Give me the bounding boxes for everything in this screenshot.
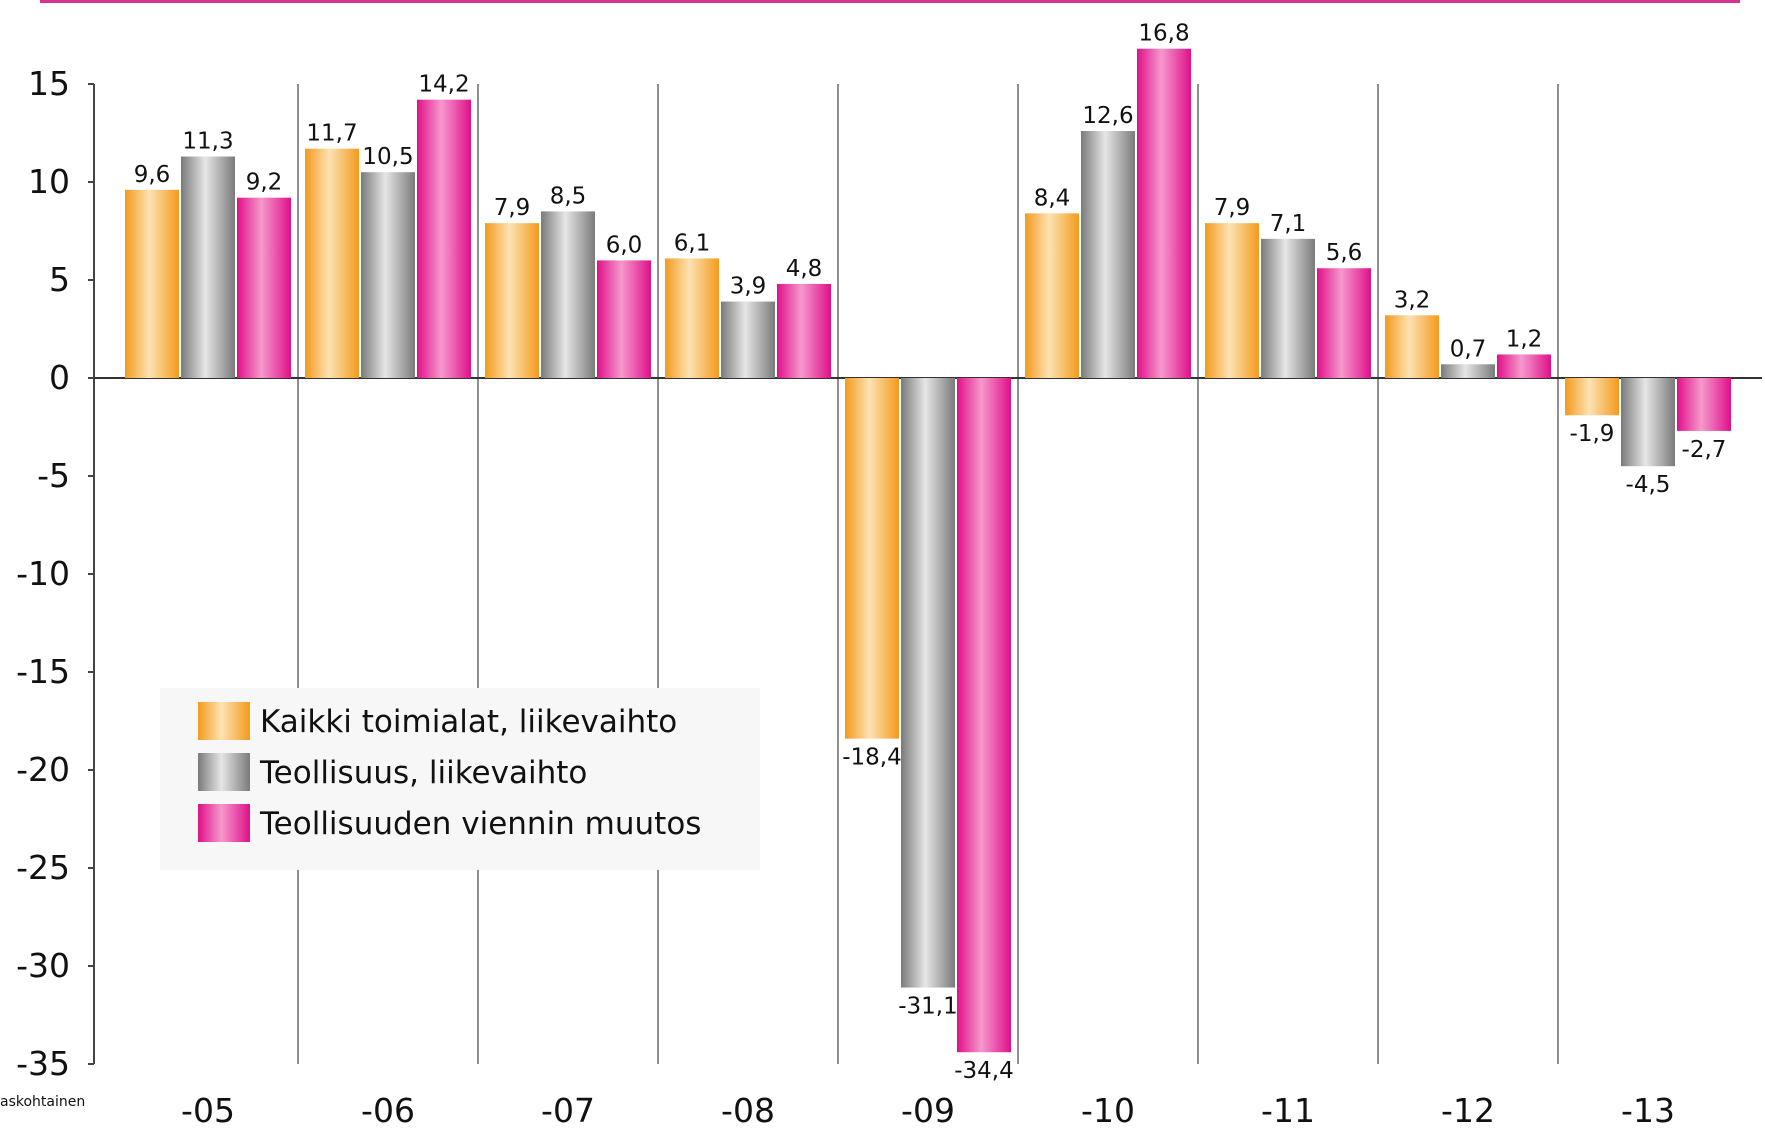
x-tick-label: -11: [1261, 1091, 1315, 1129]
y-tick-label: 0: [49, 358, 70, 397]
legend-swatch-0: [198, 702, 250, 740]
footnote: askohtainen: [0, 1094, 85, 1110]
legend-label-0: Kaikki toimialat, liikevaihto: [260, 704, 677, 740]
bar: [485, 223, 539, 378]
x-axis: -05 -06 -07 -08 -09 -10 -11 -12 -13: [181, 1091, 1675, 1129]
bar: [1621, 378, 1675, 467]
y-tick-label: -25: [16, 848, 70, 887]
data-label: 3,2: [1394, 287, 1431, 313]
bar: [1137, 48, 1191, 378]
bar: [1261, 238, 1315, 378]
data-label: 6,0: [606, 232, 643, 258]
x-tick-label: -12: [1441, 1091, 1495, 1129]
data-label: 7,1: [1270, 211, 1307, 237]
x-tick-label: -06: [361, 1091, 415, 1129]
bar: [1205, 223, 1259, 378]
data-label: -31,1: [898, 994, 958, 1020]
data-label: 16,8: [1138, 21, 1189, 47]
bar: [237, 197, 291, 378]
data-label: 10,5: [362, 144, 413, 170]
data-label: 11,7: [306, 121, 357, 147]
data-label: 11,3: [182, 129, 233, 155]
bar: [1497, 354, 1551, 378]
legend: Kaikki toimialat, liikevaihto Teollisuus…: [160, 688, 760, 870]
data-label: 12,6: [1082, 103, 1133, 129]
y-tick-label: -35: [16, 1044, 70, 1083]
bar: [597, 260, 651, 378]
bar: [1441, 364, 1495, 378]
y-tick-label: -5: [37, 456, 70, 495]
legend-swatch-2: [198, 804, 250, 842]
data-label: 1,2: [1506, 326, 1543, 352]
data-labels: 9,6 11,3 9,2 11,710,5 14,2 7,9 8,5 6,0 6,1 3,9 4,8…: [134, 21, 1727, 1085]
data-label: 9,6: [134, 162, 171, 188]
data-label: 6,1: [674, 230, 711, 256]
x-tick-label: -05: [181, 1091, 235, 1129]
y-axis: 15 10 5 0 -5 -10 -15 -20 -25 -30 -35: [16, 64, 1762, 1083]
y-tick-label: 5: [49, 260, 70, 299]
bar: [1081, 131, 1135, 378]
bar: [957, 378, 1011, 1053]
bar: [541, 211, 595, 378]
bar: [361, 172, 415, 378]
data-label: -4,5: [1626, 472, 1671, 498]
bar: [901, 378, 955, 988]
x-tick-label: -08: [721, 1091, 775, 1129]
data-label: -1,9: [1570, 421, 1615, 447]
x-tick-label: -10: [1081, 1091, 1135, 1129]
data-label: -34,4: [954, 1058, 1014, 1084]
data-label: 0,7: [1450, 336, 1487, 362]
bars: [125, 48, 1731, 1053]
y-tick-label: -30: [16, 946, 70, 985]
legend-box: [160, 688, 760, 870]
bar: [665, 258, 719, 378]
legend-swatch-1: [198, 753, 250, 791]
x-tick-label: -13: [1621, 1091, 1675, 1129]
x-tick-label: -07: [541, 1091, 595, 1129]
data-label: 8,5: [550, 183, 587, 209]
bar: [1025, 213, 1079, 378]
data-label: 4,8: [786, 256, 823, 282]
data-label: 5,6: [1326, 240, 1363, 266]
bar: [1565, 378, 1619, 416]
bar: [845, 378, 899, 739]
data-label: 7,9: [1214, 195, 1251, 221]
bar: [305, 148, 359, 378]
bar: [1385, 315, 1439, 378]
x-tick-label: -09: [901, 1091, 955, 1129]
bar: [1677, 378, 1731, 431]
y-tick-label: -15: [16, 652, 70, 691]
legend-label-1: Teollisuus, liikevaihto: [259, 755, 587, 791]
data-label: 7,9: [494, 195, 531, 221]
data-label: 14,2: [418, 72, 469, 98]
category-separators: [297, 84, 1559, 1064]
bar: [417, 99, 471, 379]
bar: [125, 189, 179, 378]
y-tick-label: -20: [16, 750, 70, 789]
data-label: 3,9: [730, 274, 767, 300]
y-tick-label: 10: [28, 162, 70, 201]
bar: [181, 156, 235, 378]
y-tick-label: 15: [28, 64, 70, 103]
data-label: 9,2: [246, 170, 283, 196]
data-label: 8,4: [1034, 185, 1071, 211]
y-tick-label: -10: [16, 554, 70, 593]
legend-label-2: Teollisuuden viennin muutos: [259, 806, 701, 842]
bar: [721, 301, 775, 378]
bar: [777, 283, 831, 378]
data-label: -18,4: [842, 745, 902, 771]
data-label: -2,7: [1682, 437, 1727, 463]
bar: [1317, 268, 1371, 378]
